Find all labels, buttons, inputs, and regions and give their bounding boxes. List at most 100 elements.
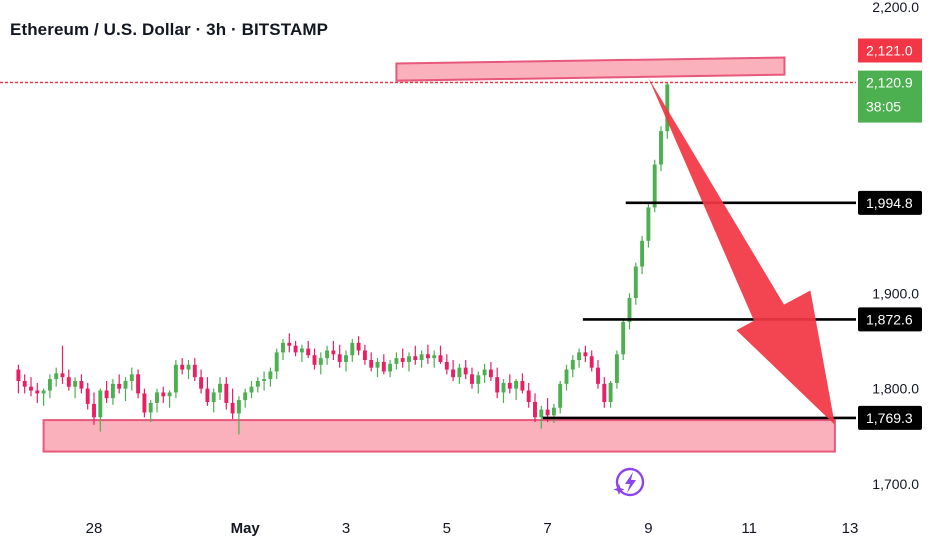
resistance-zone	[395, 56, 786, 82]
candle-body	[646, 207, 651, 241]
time-tick-label: 13	[842, 520, 859, 537]
level-badge-bg	[858, 405, 922, 430]
candle-body	[224, 383, 229, 403]
candle-body	[583, 352, 588, 357]
candle-body	[577, 352, 582, 361]
candle-body	[419, 354, 424, 361]
candle-body	[589, 356, 594, 368]
candle-body	[331, 350, 336, 355]
candle-body	[539, 409, 544, 418]
candle-body	[249, 386, 254, 393]
candle-body	[16, 369, 21, 382]
candle-body	[218, 383, 222, 393]
candle-body	[614, 354, 619, 383]
candle-body	[665, 84, 670, 132]
arrow-layer	[648, 77, 835, 425]
time-tick-label: 28	[86, 520, 103, 537]
candle-body	[400, 358, 405, 362]
candle-body	[425, 354, 430, 359]
candle-body	[136, 374, 141, 394]
price-tick-label: 2,200.0	[872, 0, 919, 15]
candle-body	[173, 364, 178, 393]
candle-body	[507, 382, 512, 389]
candle-body	[255, 381, 260, 387]
candle-body	[633, 266, 638, 299]
level-price-badge: 1,994.8	[858, 190, 922, 215]
time-tick-label: 9	[644, 520, 652, 537]
candle-body	[66, 377, 71, 387]
candle-body	[451, 369, 456, 378]
candle-body	[564, 369, 569, 384]
candle-body	[652, 164, 657, 208]
candle-body	[558, 383, 563, 408]
candle-body	[551, 407, 556, 416]
candle-body	[362, 350, 367, 361]
last-price-badge: 2,120.9 38:05	[858, 70, 922, 123]
candle-body	[457, 367, 462, 378]
price-tick-label: 1,800.0	[872, 381, 919, 397]
candle-body	[22, 381, 27, 387]
candle-body	[274, 352, 279, 372]
time-tick-label: 11	[741, 520, 757, 537]
candle-body	[167, 392, 172, 397]
candle-body	[281, 342, 285, 353]
candle-body	[148, 402, 153, 413]
support-zone	[42, 419, 836, 453]
candle-body	[476, 375, 481, 384]
candle-body	[155, 392, 159, 403]
candle-body	[117, 383, 122, 389]
candle-body	[123, 381, 128, 389]
lightning-bolt-shape	[625, 472, 636, 493]
last-price-badge-text: 38:05	[866, 99, 901, 115]
candle-body	[526, 390, 531, 402]
candle-body	[35, 390, 40, 394]
candle-body	[287, 342, 292, 346]
candle-body	[337, 354, 342, 362]
candle-body	[381, 361, 386, 372]
bearish-arrow	[648, 77, 835, 425]
candle-body	[659, 131, 663, 165]
candle-body	[186, 364, 191, 370]
candle-body	[325, 350, 330, 359]
candle-body	[520, 381, 525, 391]
candle-body	[29, 386, 33, 391]
candle-body	[41, 390, 46, 394]
zones-layer	[42, 56, 836, 453]
price-axis: 1,700.0 1,800.0 1,900.0 2,200.0 2,121.0 2,120…	[858, 0, 922, 492]
candle-body	[495, 377, 500, 393]
chart-title: Ethereum / U.S. Dollar · 3h · BITSTAMP	[10, 20, 329, 39]
candle-body	[438, 355, 443, 362]
candle-body	[570, 360, 575, 370]
time-tick-label: May	[231, 520, 261, 537]
candle-body	[299, 348, 304, 353]
candle-body	[621, 321, 626, 355]
alert-price-badge-text: 2,121.0	[866, 42, 913, 58]
candle-body	[470, 374, 474, 384]
candle-body	[79, 381, 84, 389]
brand-logo	[613, 467, 645, 497]
price-tick-label: 1,700.0	[872, 476, 919, 492]
candle-body	[533, 401, 537, 418]
candle-body	[104, 390, 109, 399]
candle-body	[356, 342, 361, 351]
candle-body	[73, 381, 78, 387]
candle-body	[243, 392, 248, 401]
candle-body	[608, 382, 613, 402]
candle-body	[545, 409, 550, 416]
level-badge-text: 1,994.8	[866, 195, 913, 211]
alert-price-badge: 2,121.0	[858, 38, 922, 63]
candle-body	[268, 371, 273, 380]
level-badge-bg	[858, 190, 922, 215]
candle-body	[312, 355, 317, 365]
last-price-badge-text: 2,120.9	[866, 75, 913, 91]
candle-body	[388, 363, 393, 372]
candle-body	[199, 377, 204, 389]
candle-body	[432, 355, 437, 359]
candle-body	[98, 390, 103, 418]
candle-body	[413, 356, 418, 361]
candle-body	[60, 373, 65, 378]
candle-body	[350, 342, 355, 356]
candles-layer	[16, 82, 670, 435]
candle-body	[85, 388, 90, 404]
